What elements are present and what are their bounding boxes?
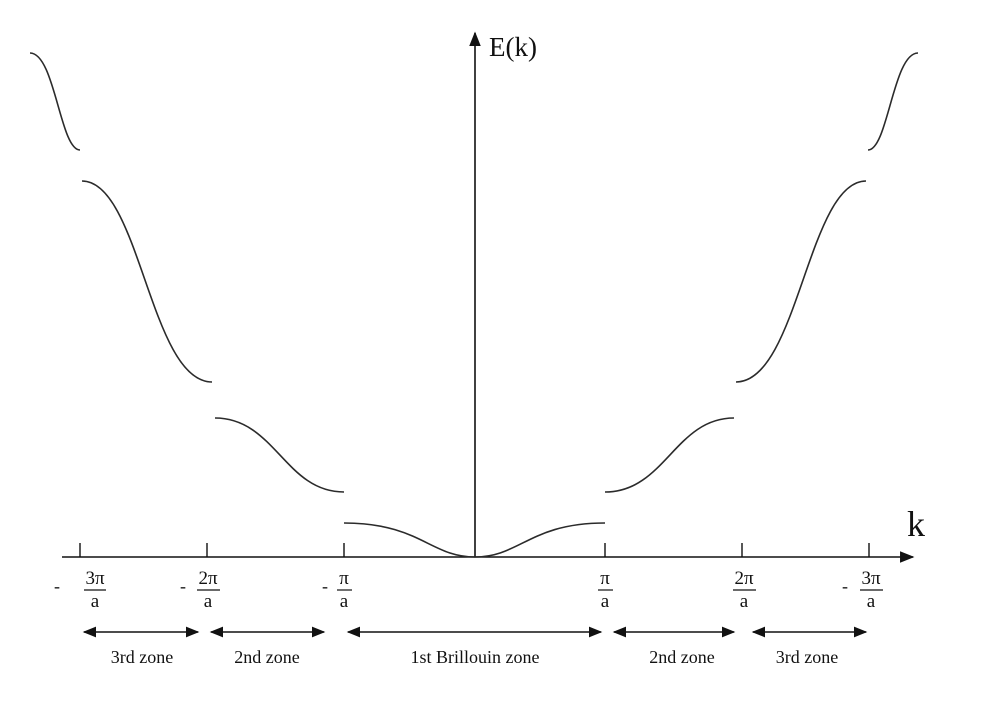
zone-label: 1st Brillouin zone	[411, 647, 540, 667]
svg-text:a: a	[91, 591, 100, 612]
k-axis-label: k	[907, 504, 925, 544]
svg-text:π: π	[600, 568, 610, 589]
svg-text:a: a	[867, 591, 876, 612]
first-band-curve	[343, 522, 606, 558]
svg-text:-: -	[322, 576, 328, 596]
zone-label: 3rd zone	[776, 647, 838, 667]
third-band-left-curve	[81, 180, 213, 383]
svg-text:2π: 2π	[734, 568, 754, 589]
zone-label: 3rd zone	[111, 647, 173, 667]
svg-text:-: -	[54, 576, 60, 596]
svg-text:2π: 2π	[198, 568, 218, 589]
tick-label: 2π a	[733, 568, 756, 612]
tick-label: - 2π a	[180, 568, 220, 612]
tick-label: - 3π a	[54, 568, 106, 612]
svg-text:3π: 3π	[85, 568, 105, 589]
svg-text:-: -	[842, 576, 848, 596]
svg-text:π: π	[339, 568, 349, 589]
second-band-right-curve	[604, 417, 735, 493]
svg-text:a: a	[601, 591, 610, 612]
svg-text:3π: 3π	[861, 568, 881, 589]
fourth-band-right-curve	[867, 52, 919, 151]
fourth-band-left-curve	[29, 52, 81, 151]
tick-label: π a	[598, 568, 613, 612]
tick-label: - π a	[322, 568, 352, 612]
tick-label: - 3π a	[842, 568, 883, 612]
svg-text:a: a	[740, 591, 749, 612]
zone-label: 2nd zone	[649, 647, 714, 667]
third-band-right-curve	[735, 180, 867, 383]
energy-axis-label: E(k)	[489, 32, 537, 62]
svg-text:a: a	[340, 591, 349, 612]
zone-label: 2nd zone	[234, 647, 299, 667]
svg-text:-: -	[180, 576, 186, 596]
svg-text:a: a	[204, 591, 213, 612]
second-band-left-curve	[214, 417, 345, 493]
